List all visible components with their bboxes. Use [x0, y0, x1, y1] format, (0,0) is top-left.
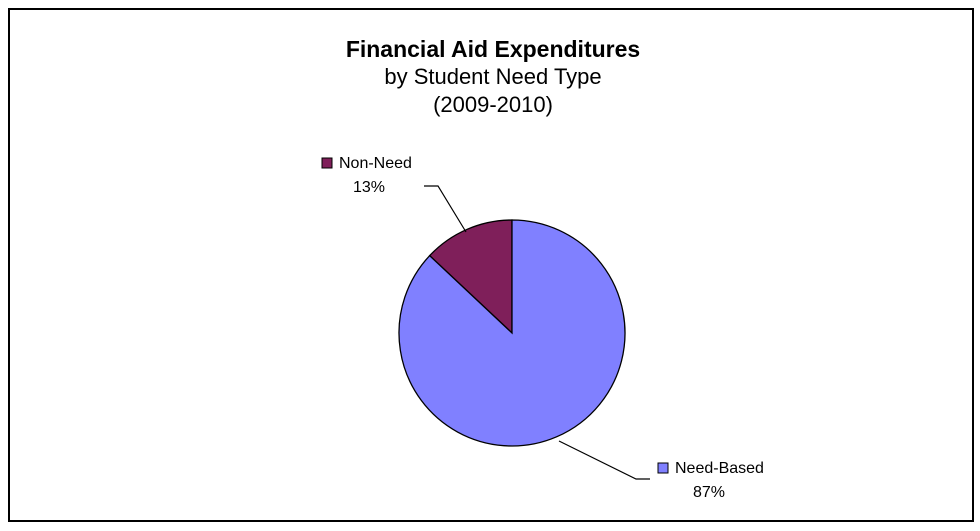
slice-non-need	[428, 219, 513, 335]
leader-line-need-based	[558, 440, 650, 480]
legend-swatch-non-need	[321, 157, 333, 169]
chart-frame: Financial Aid Expenditures by Student Ne…	[8, 8, 974, 522]
leader-line-non-need	[424, 185, 467, 233]
chart-subtitle-line-1: by Student Need Type	[384, 64, 602, 89]
slice-need-based	[398, 219, 626, 447]
slice-name-need-based: Need-Based	[675, 460, 764, 477]
slice-percent-non-need: 13%	[353, 179, 385, 196]
pie-chart: Non-Need 13% Need-Based 87%	[321, 155, 764, 501]
legend-swatch-need-based	[657, 462, 669, 474]
chart-title: Financial Aid Expenditures	[345, 36, 641, 62]
chart-subtitle-line-2: (2009-2010)	[433, 92, 553, 117]
chart-titles: Financial Aid Expenditures by Student Ne…	[10, 36, 976, 119]
slice-percent-need-based: 87%	[693, 484, 725, 501]
slice-name-non-need: Non-Need	[339, 155, 412, 172]
